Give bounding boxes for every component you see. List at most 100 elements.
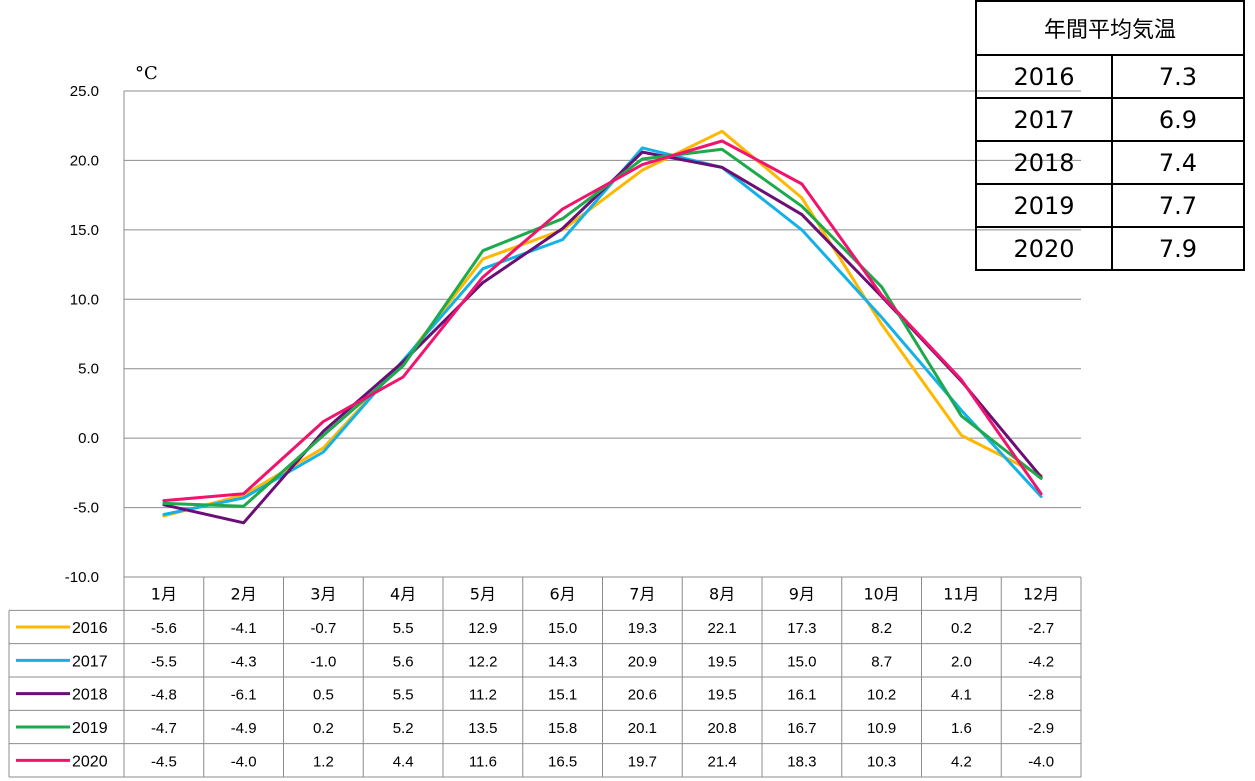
table-cell: -0.7 — [310, 620, 336, 637]
y-tick-label: -5.0 — [73, 500, 99, 517]
table-cell: 17.3 — [787, 620, 816, 637]
table-cell: -2.9 — [1028, 720, 1054, 737]
table-cell: 4.4 — [393, 753, 414, 770]
x-tick-label: 11月 — [943, 585, 979, 604]
legend-label: 2018 — [72, 687, 108, 704]
table-cell: -4.5 — [151, 753, 177, 770]
series-line-2017 — [162, 146, 1043, 516]
table-cell: 18.3 — [787, 753, 816, 770]
table-cell: 14.3 — [548, 653, 577, 670]
x-tick-label: 8月 — [709, 585, 735, 604]
x-tick-label: 12月 — [1023, 585, 1059, 604]
annual-year: 2017 — [975, 97, 1113, 142]
table-cell: 10.9 — [867, 720, 896, 737]
table-cell: 1.6 — [951, 720, 972, 737]
table-cell: 19.5 — [708, 653, 737, 670]
table-cell: 13.5 — [468, 720, 497, 737]
table-cell: 0.5 — [313, 687, 334, 704]
table-cell: -4.1 — [231, 620, 257, 637]
table-cell: -4.2 — [1028, 653, 1054, 670]
table-cell: 5.6 — [393, 653, 414, 670]
table-cell: 4.1 — [951, 687, 972, 704]
table-cell: 19.5 — [708, 687, 737, 704]
legend-label: 2016 — [72, 620, 108, 637]
table-cell: 20.6 — [628, 687, 657, 704]
y-tick-label: 15.0 — [70, 222, 99, 239]
table-cell: 8.2 — [871, 620, 892, 637]
x-tick-label: 9月 — [789, 585, 815, 604]
table-cell: 12.2 — [468, 653, 497, 670]
table-cell: 10.2 — [867, 687, 896, 704]
y-tick-label: 0.0 — [78, 430, 99, 447]
y-tick-label: 25.0 — [70, 83, 99, 100]
table-cell: 15.0 — [787, 653, 816, 670]
annual-value: 7.3 — [1111, 54, 1245, 99]
annual-value: 7.7 — [1111, 183, 1245, 228]
table-cell: -2.7 — [1028, 620, 1054, 637]
y-tick-label: 5.0 — [78, 361, 99, 378]
series-line-2016 — [162, 129, 1043, 518]
annual-value: 7.9 — [1111, 226, 1245, 271]
annual-table-row: 2018 7.4 — [975, 140, 1245, 185]
unit-label: °C — [135, 63, 158, 84]
y-tick-label: 20.0 — [70, 152, 99, 169]
annual-table-row: 2019 7.7 — [975, 183, 1245, 228]
annual-table-row: 2016 7.3 — [975, 54, 1245, 99]
annual-table-row: 2017 6.9 — [975, 97, 1245, 142]
x-tick-label: 10月 — [863, 585, 899, 604]
table-cell: -4.7 — [151, 720, 177, 737]
table-cell: -6.1 — [231, 687, 257, 704]
legend-label: 2020 — [72, 753, 108, 770]
table-cell: 5.5 — [393, 687, 414, 704]
x-tick-label: 1月 — [151, 585, 177, 604]
table-cell: 15.0 — [548, 620, 577, 637]
table-cell: 10.3 — [867, 753, 896, 770]
table-cell: -4.8 — [151, 687, 177, 704]
table-cell: 5.2 — [393, 720, 414, 737]
annual-year: 2016 — [975, 54, 1113, 99]
table-cell: 2.0 — [951, 653, 972, 670]
table-cell: -4.0 — [231, 753, 257, 770]
table-cell: 19.7 — [628, 753, 657, 770]
x-tick-label: 5月 — [470, 585, 496, 604]
annual-table-title: 年間平均気温 — [975, 0, 1245, 56]
table-cell: 15.8 — [548, 720, 577, 737]
table-cell: 0.2 — [313, 720, 334, 737]
table-cell: 15.1 — [548, 687, 577, 704]
x-tick-label: 7月 — [629, 585, 655, 604]
annual-table-row: 2020 7.9 — [975, 226, 1245, 271]
table-cell: 22.1 — [708, 620, 737, 637]
y-tick-label: -10.0 — [65, 569, 99, 586]
table-cell: 16.5 — [548, 753, 577, 770]
annual-value: 6.9 — [1111, 97, 1245, 142]
legend-label: 2019 — [72, 720, 108, 737]
annual-average-table: 年間平均気温 2016 7.3 2017 6.9 2018 7.4 2019 7… — [975, 0, 1245, 271]
x-tick-label: 2月 — [231, 585, 257, 604]
table-cell: 5.5 — [393, 620, 414, 637]
table-cell: -4.3 — [231, 653, 257, 670]
table-cell: 19.3 — [628, 620, 657, 637]
table-cell: -2.8 — [1028, 687, 1054, 704]
table-cell: 20.8 — [708, 720, 737, 737]
table-cell: 0.2 — [951, 620, 972, 637]
x-tick-label: 6月 — [550, 585, 576, 604]
table-cell: -4.9 — [231, 720, 257, 737]
table-cell: -4.0 — [1028, 753, 1054, 770]
table-cell: 12.9 — [468, 620, 497, 637]
x-tick-label: 4月 — [390, 585, 416, 604]
table-cell: -1.0 — [310, 653, 336, 670]
annual-year: 2018 — [975, 140, 1113, 185]
table-cell: 16.7 — [787, 720, 816, 737]
table-cell: 20.9 — [628, 653, 657, 670]
annual-year: 2020 — [975, 226, 1113, 271]
table-cell: 1.2 — [313, 753, 334, 770]
y-tick-label: 10.0 — [70, 291, 99, 308]
table-cell: 4.2 — [951, 753, 972, 770]
table-cell: -5.5 — [151, 653, 177, 670]
table-cell: 20.1 — [628, 720, 657, 737]
annual-year: 2019 — [975, 183, 1113, 228]
table-cell: 11.2 — [469, 687, 497, 704]
annual-value: 7.4 — [1111, 140, 1245, 185]
table-cell: -5.6 — [151, 620, 177, 637]
